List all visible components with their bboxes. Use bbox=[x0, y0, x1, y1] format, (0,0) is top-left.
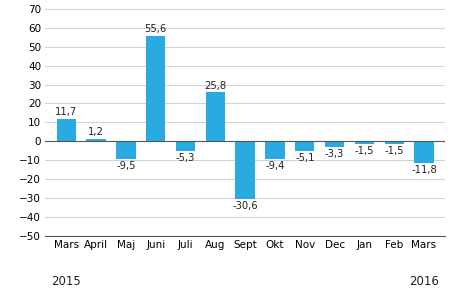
Bar bbox=[116, 141, 136, 159]
Text: 55,6: 55,6 bbox=[144, 24, 167, 34]
Text: 2015: 2015 bbox=[51, 275, 81, 288]
Text: -3,3: -3,3 bbox=[325, 149, 344, 159]
Text: 11,7: 11,7 bbox=[55, 107, 77, 117]
Bar bbox=[355, 141, 374, 144]
Bar bbox=[236, 141, 255, 199]
Bar bbox=[325, 141, 344, 147]
Bar bbox=[57, 119, 76, 141]
Text: -11,8: -11,8 bbox=[411, 165, 437, 175]
Text: -5,3: -5,3 bbox=[176, 153, 195, 163]
Text: -30,6: -30,6 bbox=[232, 201, 258, 211]
Text: 2016: 2016 bbox=[409, 275, 439, 288]
Bar bbox=[295, 141, 315, 151]
Text: -9,5: -9,5 bbox=[116, 161, 136, 171]
Text: 1,2: 1,2 bbox=[88, 127, 104, 137]
Bar bbox=[265, 141, 285, 159]
Text: -5,1: -5,1 bbox=[295, 153, 315, 163]
Text: -9,4: -9,4 bbox=[265, 161, 285, 171]
Text: -1,5: -1,5 bbox=[385, 146, 404, 156]
Bar bbox=[86, 139, 106, 141]
Text: -1,5: -1,5 bbox=[355, 146, 374, 156]
Bar bbox=[415, 141, 434, 163]
Text: 25,8: 25,8 bbox=[204, 81, 227, 91]
Bar bbox=[206, 92, 225, 141]
Bar bbox=[385, 141, 404, 144]
Bar bbox=[176, 141, 195, 151]
Bar bbox=[146, 36, 165, 141]
